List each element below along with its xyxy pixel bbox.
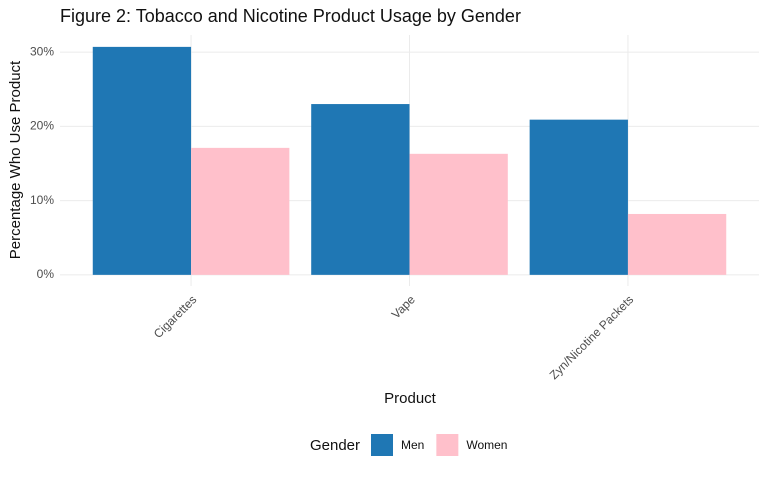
y-tick-label: 20% xyxy=(30,119,54,133)
bar xyxy=(627,213,727,275)
x-axis-title: Product xyxy=(384,390,437,407)
legend-swatch xyxy=(436,434,459,456)
legend-label: Women xyxy=(466,438,507,452)
x-tick-label: Zyn/Nicotine Packets xyxy=(547,292,637,382)
legend-label: Men xyxy=(401,438,424,452)
bar xyxy=(92,46,192,275)
chart-title: Figure 2: Tobacco and Nicotine Product U… xyxy=(60,6,521,26)
bar xyxy=(191,147,290,275)
bar xyxy=(529,119,628,275)
x-tick-label: Cigarettes xyxy=(151,292,200,341)
y-axis-title: Percentage Who Use Product xyxy=(7,60,24,259)
y-tick-label: 0% xyxy=(37,267,55,281)
legend-swatch xyxy=(371,434,393,456)
bar xyxy=(311,104,410,275)
y-tick-label: 10% xyxy=(30,193,54,207)
bar xyxy=(409,153,508,275)
y-tick-label: 30% xyxy=(30,44,54,58)
x-tick-label: Vape xyxy=(389,292,418,321)
legend-title: Gender xyxy=(310,437,360,454)
